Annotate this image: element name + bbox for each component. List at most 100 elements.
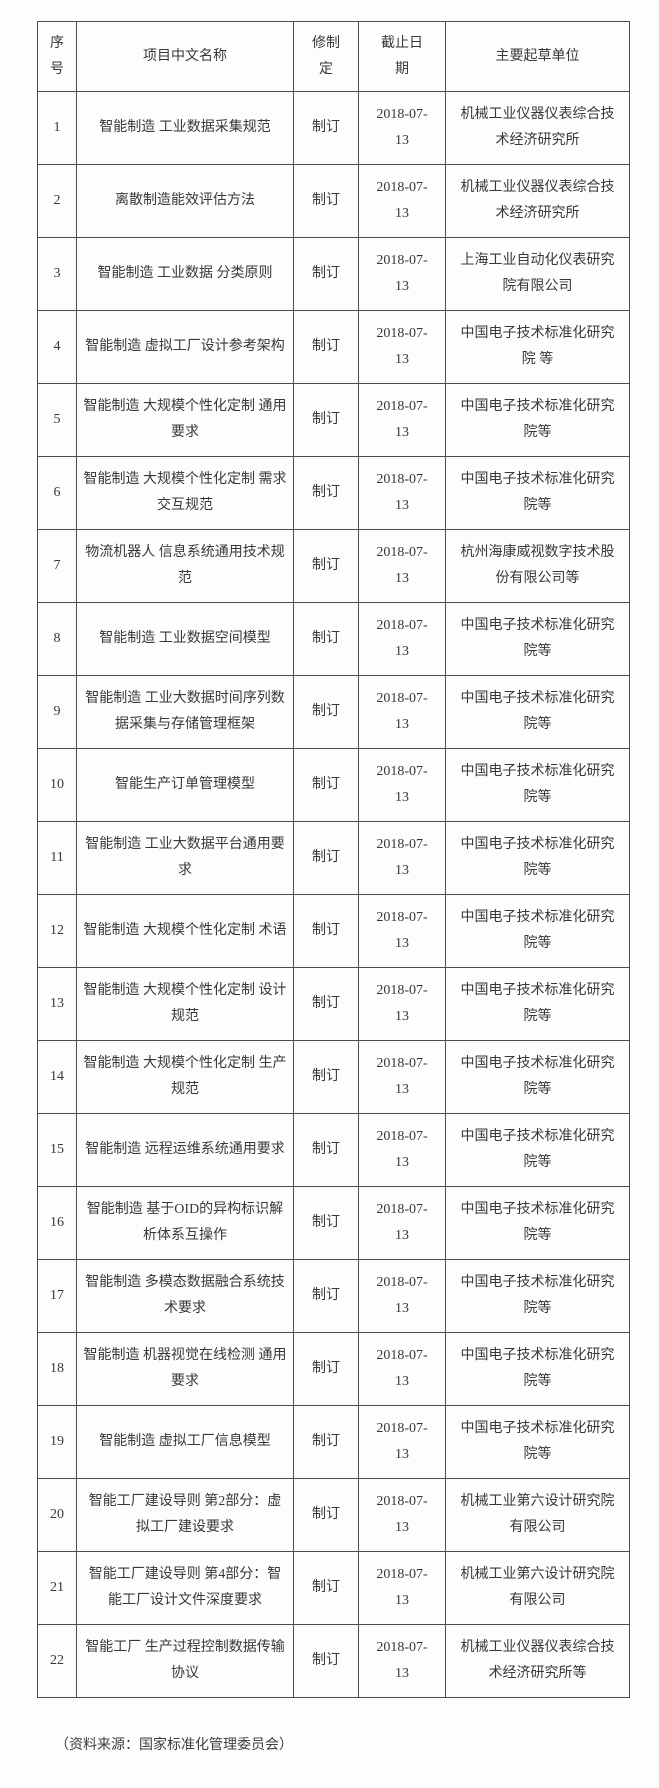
cell-revision-mode: 制订 xyxy=(293,237,359,311)
cell-revision-mode: 制订 xyxy=(293,602,359,676)
table-row: 9 智能制造 工业大数据时间序列数据采集与存储管理框架 制订 2018-07-1… xyxy=(37,675,630,749)
cell-seq-no: 13 xyxy=(37,967,77,1041)
cell-seq-no: 15 xyxy=(37,1113,77,1187)
cell-deadline: 2018-07-13 xyxy=(358,748,446,822)
cell-project-name: 智能制造 工业数据空间模型 xyxy=(76,602,294,676)
standards-project-table: 序号 项目中文名称 修制定 截止日期 主要起草单位 1 智能制造 工业数据采集规… xyxy=(37,21,630,1698)
cell-deadline: 2018-07-13 xyxy=(358,675,446,749)
cell-deadline: 2018-07-13 xyxy=(358,1040,446,1114)
cell-drafting-org: 机械工业仪器仪表综合技术经济研究所 xyxy=(445,164,630,238)
table-row: 13 智能制造 大规模个性化定制 设计规范 制订 2018-07-13 中国电子… xyxy=(37,967,630,1041)
cell-revision-mode: 制订 xyxy=(293,1332,359,1406)
cell-deadline: 2018-07-13 xyxy=(358,1259,446,1333)
cell-seq-no: 20 xyxy=(37,1478,77,1552)
cell-project-name: 离散制造能效评估方法 xyxy=(76,164,294,238)
cell-revision-mode: 制订 xyxy=(293,821,359,895)
cell-seq-no: 16 xyxy=(37,1186,77,1260)
cell-revision-mode: 制订 xyxy=(293,1478,359,1552)
cell-seq-no: 1 xyxy=(37,91,77,165)
table-body: 1 智能制造 工业数据采集规范 制订 2018-07-13 机械工业仪器仪表综合… xyxy=(37,91,630,1698)
column-header-revision-mode: 修制定 xyxy=(293,21,359,92)
table-row: 2 离散制造能效评估方法 制订 2018-07-13 机械工业仪器仪表综合技术经… xyxy=(37,164,630,238)
cell-deadline: 2018-07-13 xyxy=(358,967,446,1041)
cell-deadline: 2018-07-13 xyxy=(358,1332,446,1406)
cell-drafting-org: 中国电子技术标准化研究院等 xyxy=(445,1113,630,1187)
cell-revision-mode: 制订 xyxy=(293,164,359,238)
cell-revision-mode: 制订 xyxy=(293,529,359,603)
cell-deadline: 2018-07-13 xyxy=(358,1186,446,1260)
table-row: 14 智能制造 大规模个性化定制 生产规范 制订 2018-07-13 中国电子… xyxy=(37,1040,630,1114)
table-row: 17 智能制造 多模态数据融合系统技术要求 制订 2018-07-13 中国电子… xyxy=(37,1259,630,1333)
cell-project-name: 智能工厂建设导则 第4部分：智能工厂设计文件深度要求 xyxy=(76,1551,294,1625)
table-header-row: 序号 项目中文名称 修制定 截止日期 主要起草单位 xyxy=(37,21,630,92)
cell-project-name: 智能制造 工业数据 分类原则 xyxy=(76,237,294,311)
cell-project-name: 智能制造 工业大数据时间序列数据采集与存储管理框架 xyxy=(76,675,294,749)
cell-project-name: 智能制造 大规模个性化定制 需求交互规范 xyxy=(76,456,294,530)
column-header-seq-no: 序号 xyxy=(37,21,77,92)
cell-drafting-org: 中国电子技术标准化研究院等 xyxy=(445,1259,630,1333)
cell-seq-no: 22 xyxy=(37,1624,77,1698)
cell-project-name: 智能制造 工业数据采集规范 xyxy=(76,91,294,165)
table-row: 20 智能工厂建设导则 第2部分：虚拟工厂建设要求 制订 2018-07-13 … xyxy=(37,1478,630,1552)
source-note: （资料来源：国家标准化管理委员会） xyxy=(55,1738,293,1753)
cell-drafting-org: 中国电子技术标准化研究院等 xyxy=(445,1040,630,1114)
table-row: 16 智能制造 基于OID的异构标识解析体系互操作 制订 2018-07-13 … xyxy=(37,1186,630,1260)
cell-deadline: 2018-07-13 xyxy=(358,894,446,968)
cell-drafting-org: 杭州海康威视数字技术股份有限公司等 xyxy=(445,529,630,603)
cell-revision-mode: 制订 xyxy=(293,675,359,749)
table-row: 12 智能制造 大规模个性化定制 术语 制订 2018-07-13 中国电子技术… xyxy=(37,894,630,968)
cell-drafting-org: 中国电子技术标准化研究院 等 xyxy=(445,310,630,384)
cell-project-name: 智能工厂 生产过程控制数据传输协议 xyxy=(76,1624,294,1698)
cell-project-name: 智能制造 大规模个性化定制 通用要求 xyxy=(76,383,294,457)
table-row: 6 智能制造 大规模个性化定制 需求交互规范 制订 2018-07-13 中国电… xyxy=(37,456,630,530)
cell-drafting-org: 中国电子技术标准化研究院等 xyxy=(445,1186,630,1260)
table-row: 8 智能制造 工业数据空间模型 制订 2018-07-13 中国电子技术标准化研… xyxy=(37,602,630,676)
cell-seq-no: 18 xyxy=(37,1332,77,1406)
cell-revision-mode: 制订 xyxy=(293,1551,359,1625)
cell-project-name: 智能制造 大规模个性化定制 设计规范 xyxy=(76,967,294,1041)
column-header-project-name: 项目中文名称 xyxy=(76,21,294,92)
cell-deadline: 2018-07-13 xyxy=(358,1113,446,1187)
cell-drafting-org: 中国电子技术标准化研究院等 xyxy=(445,1405,630,1479)
cell-drafting-org: 机械工业第六设计研究院有限公司 xyxy=(445,1478,630,1552)
table-row: 10 智能生产订单管理模型 制订 2018-07-13 中国电子技术标准化研究院… xyxy=(37,748,630,822)
cell-project-name: 智能制造 大规模个性化定制 生产规范 xyxy=(76,1040,294,1114)
cell-revision-mode: 制订 xyxy=(293,91,359,165)
cell-project-name: 智能制造 工业大数据平台通用要求 xyxy=(76,821,294,895)
cell-deadline: 2018-07-13 xyxy=(358,529,446,603)
cell-deadline: 2018-07-13 xyxy=(358,310,446,384)
cell-seq-no: 14 xyxy=(37,1040,77,1114)
cell-drafting-org: 中国电子技术标准化研究院等 xyxy=(445,602,630,676)
cell-drafting-org: 上海工业自动化仪表研究院有限公司 xyxy=(445,237,630,311)
cell-deadline: 2018-07-13 xyxy=(358,1405,446,1479)
cell-drafting-org: 中国电子技术标准化研究院等 xyxy=(445,748,630,822)
column-header-deadline: 截止日期 xyxy=(358,21,446,92)
cell-revision-mode: 制订 xyxy=(293,1186,359,1260)
cell-revision-mode: 制订 xyxy=(293,1113,359,1187)
cell-project-name: 智能制造 基于OID的异构标识解析体系互操作 xyxy=(76,1186,294,1260)
cell-deadline: 2018-07-13 xyxy=(358,91,446,165)
cell-seq-no: 19 xyxy=(37,1405,77,1479)
cell-seq-no: 11 xyxy=(37,821,77,895)
cell-project-name: 智能制造 远程运维系统通用要求 xyxy=(76,1113,294,1187)
cell-revision-mode: 制订 xyxy=(293,967,359,1041)
cell-deadline: 2018-07-13 xyxy=(358,1624,446,1698)
cell-project-name: 智能生产订单管理模型 xyxy=(76,748,294,822)
cell-project-name: 智能制造 虚拟工厂信息模型 xyxy=(76,1405,294,1479)
table-row: 11 智能制造 工业大数据平台通用要求 制订 2018-07-13 中国电子技术… xyxy=(37,821,630,895)
cell-drafting-org: 中国电子技术标准化研究院等 xyxy=(445,821,630,895)
cell-seq-no: 21 xyxy=(37,1551,77,1625)
cell-seq-no: 17 xyxy=(37,1259,77,1333)
table-row: 7 物流机器人 信息系统通用技术规范 制订 2018-07-13 杭州海康威视数… xyxy=(37,529,630,603)
cell-project-name: 智能制造 大规模个性化定制 术语 xyxy=(76,894,294,968)
table-row: 18 智能制造 机器视觉在线检测 通用要求 制订 2018-07-13 中国电子… xyxy=(37,1332,630,1406)
cell-drafting-org: 中国电子技术标准化研究院等 xyxy=(445,967,630,1041)
cell-deadline: 2018-07-13 xyxy=(358,164,446,238)
column-header-drafting-org: 主要起草单位 xyxy=(445,21,630,92)
cell-revision-mode: 制订 xyxy=(293,310,359,384)
cell-deadline: 2018-07-13 xyxy=(358,237,446,311)
cell-seq-no: 5 xyxy=(37,383,77,457)
cell-drafting-org: 机械工业仪器仪表综合技术经济研究所 xyxy=(445,91,630,165)
cell-project-name: 智能制造 机器视觉在线检测 通用要求 xyxy=(76,1332,294,1406)
